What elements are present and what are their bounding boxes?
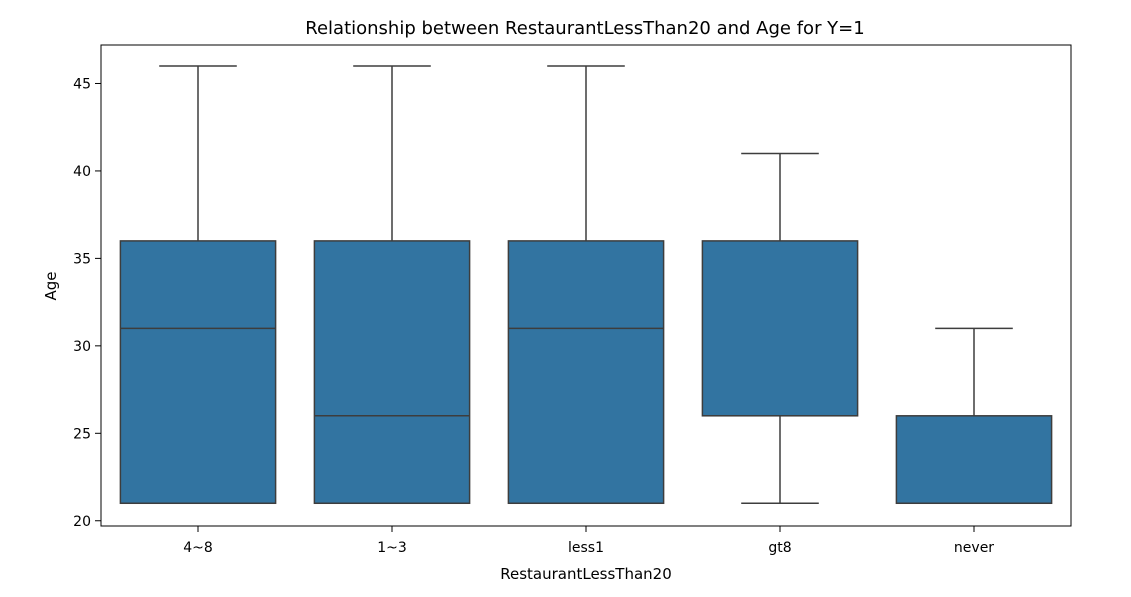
box-1~3 <box>313 65 471 505</box>
x-axis-label: RestaurantLessThan20 <box>500 565 672 583</box>
y-axis: 20 25 30 35 40 45 <box>73 76 101 530</box>
box-gt8 <box>701 152 859 505</box>
y-tick-label: 40 <box>73 164 91 180</box>
y-tick-label: 30 <box>73 339 91 355</box>
box-4~8 <box>119 65 277 505</box>
iqr-box <box>701 240 859 417</box>
x-tick-label: less1 <box>568 540 604 556</box>
iqr-box <box>895 415 1053 505</box>
y-tick-label: 25 <box>73 426 91 442</box>
x-tick-label: 4~8 <box>183 540 213 556</box>
iqr-box <box>507 240 665 505</box>
chart-title: Relationship between RestaurantLessThan2… <box>305 18 864 39</box>
iqr-box <box>119 240 277 505</box>
x-axis: 4~8 1~3 less1 gt8 never <box>183 526 994 556</box>
box-less1 <box>507 65 665 505</box>
iqr-box <box>313 240 471 505</box>
y-tick-label: 45 <box>73 76 91 92</box>
box-never <box>895 327 1053 505</box>
x-tick-label: 1~3 <box>377 540 407 556</box>
x-tick-label: gt8 <box>768 540 791 556</box>
y-axis-label: Age <box>42 271 60 300</box>
y-tick-label: 20 <box>73 514 91 530</box>
y-tick-label: 35 <box>73 251 91 267</box>
boxes-group <box>119 65 1053 505</box>
x-tick-label: never <box>954 540 994 556</box>
